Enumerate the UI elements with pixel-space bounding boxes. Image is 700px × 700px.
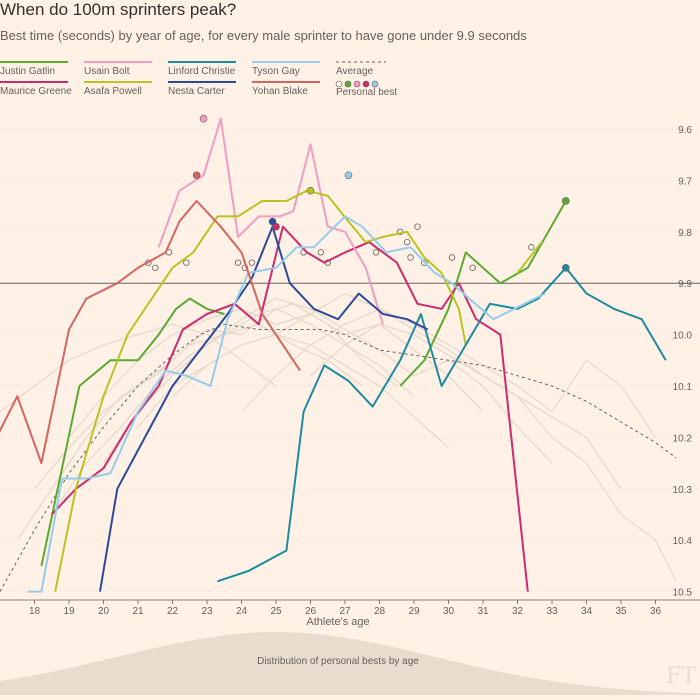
y-tick-label: 9.7 [678,176,692,187]
legend-label: Asafa Powell [84,86,142,97]
pb-point-linford-christie [561,263,570,272]
other-sprinter-line [103,297,553,464]
y-tick-label: 9.6 [678,125,692,136]
pb-point-usain-bolt [199,114,208,123]
chart-title: When do 100m sprinters peak? [0,0,237,19]
x-tick-label: 31 [477,606,489,617]
ft-logo: FT [666,664,696,689]
x-tick-label: 22 [167,606,179,617]
y-tick-label: 10.5 [673,588,693,599]
legend-label: Justin Gatlin [0,66,55,77]
legend-pb-marker [335,80,343,88]
y-tick-label: 10.3 [673,485,693,496]
pb-point-yohan-blake [192,171,201,180]
y-tick-label: 10.4 [673,536,693,547]
legend-label: Usain Bolt [84,66,130,77]
x-tick-label: 27 [339,606,351,617]
other-pb-point [528,244,535,251]
legend-label: Linford Christie [168,66,236,77]
x-tick-label: 18 [29,606,41,617]
other-pb-point [403,238,411,246]
x-tick-label: 35 [615,606,627,617]
x-tick-label: 29 [408,606,420,617]
x-tick-label: 23 [201,606,213,617]
other-sprinter-line [0,323,277,413]
legend-average-label: Average [336,66,374,77]
other-sprinters-group [0,292,677,582]
x-axis-label: Athlete's age [306,616,369,628]
series-line-asafa-powell [516,241,543,274]
legend-pb-label: Personal best [336,87,397,98]
series-line-usain-bolt [157,117,384,325]
distribution-label: Distribution of personal bests by age [257,656,419,667]
chart-subtitle: Best time (seconds) by year of age, for … [0,28,527,43]
series-line-justin-gatlin [399,200,567,387]
highlighted-pb-group [192,114,570,272]
legend-pb-marker [371,80,379,88]
distribution-area-group [0,632,700,695]
legend-label: Maurice Greene [0,86,72,97]
series-line-justin-gatlin [40,297,225,567]
other-pb-point [414,223,421,230]
x-tick-label: 33 [546,606,558,617]
x-tick-label: 34 [581,606,593,617]
other-pb-point [407,254,414,261]
highlighted-series-group [0,117,667,593]
other-pb-point [248,259,256,266]
legend-label: Nesta Carter [168,86,225,97]
x-tick-label: 36 [650,606,662,617]
x-tick-label: 19 [63,606,75,617]
pb-point-asafa-powell [306,186,315,195]
x-tick-label: 25 [270,606,282,617]
pb-point-justin-gatlin [561,197,570,205]
y-tick-label: 9.9 [678,279,692,290]
series-line-tyson-gay [27,215,546,593]
x-tick-label: 24 [236,606,248,617]
y-tick-label: 9.8 [678,228,692,239]
y-tick-label: 10.0 [673,331,693,342]
series-line-asafa-powell [54,189,467,592]
x-tick-label: 20 [98,606,110,617]
other-sprinter-line [172,333,449,449]
x-tick-label: 30 [443,606,455,617]
other-pb-point [152,264,159,271]
legend-pb-marker [344,80,352,88]
legend-label: Yohan Blake [252,86,308,97]
other-pb-point [183,259,190,266]
other-pb-point [469,264,476,271]
x-tick-label: 21 [132,606,144,617]
other-pb-point [317,249,325,256]
legend-pb-marker [362,80,370,88]
series-line-yohan-blake [0,200,301,465]
distribution-area [0,632,700,695]
y-tick-label: 10.1 [673,382,693,393]
series-line-linford-christie [217,266,667,583]
other-pb-point [448,254,456,261]
x-tick-label: 28 [374,606,386,617]
legend: Justin Gatlin Usain Bolt Linford Christie T… [0,61,397,98]
other-sprinter-line [310,323,677,582]
legend-label: Tyson Gay [252,66,300,77]
tick-labels-group: 18 19 20 21 22 23 24 25 26 27 28 29 30 31 32 33 34 35 36 9.… [29,125,692,617]
average-line [0,323,677,592]
y-tick-label: 10.2 [673,433,693,444]
x-tick-label: 26 [305,606,317,617]
legend-pb-marker [353,80,361,88]
average-line-group [0,323,677,592]
pb-point-tyson-gay [344,171,353,180]
pb-point-nesta-carter [268,217,277,226]
x-tick-label: 32 [512,606,524,617]
other-pb-point [234,259,242,266]
other-pb-point [372,249,380,256]
series-line-nesta-carter [99,225,429,592]
